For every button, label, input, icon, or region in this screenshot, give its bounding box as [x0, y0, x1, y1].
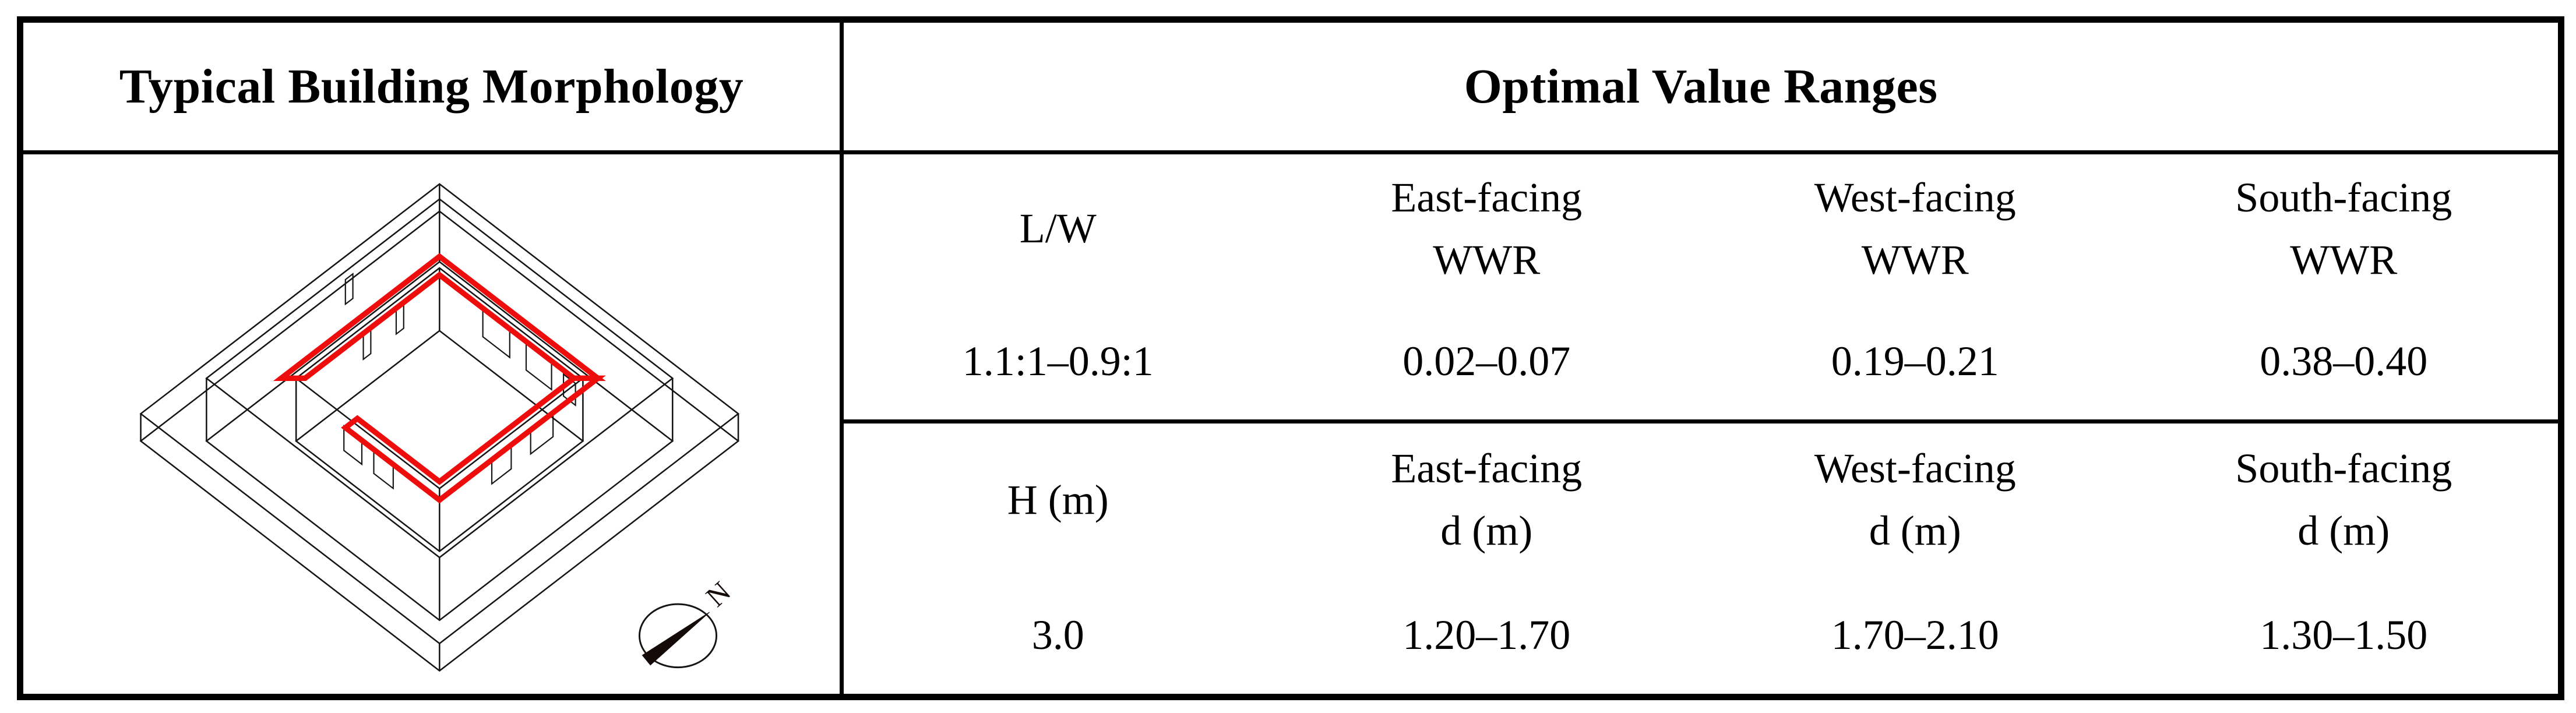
col-header-east-wwr: East-facing WWR — [1391, 174, 1583, 283]
col-header-lw: L/W — [1019, 205, 1097, 252]
left-column-header: Typical Building Morphology — [23, 23, 840, 154]
depth-values-row: 3.0 1.20–1.70 1.70–2.10 1.30–1.50 — [844, 576, 2558, 694]
building-morphology-figure: N — [139, 182, 740, 672]
value-west-depth: 1.70–2.10 — [1831, 611, 1999, 658]
col-header-height: H (m) — [1007, 476, 1109, 523]
north-needle-icon — [642, 612, 710, 665]
optimal-values-column: Optimal Value Ranges L/W East-facing WWR… — [844, 23, 2558, 694]
value-lw-ratio: 1.1:1–0.9:1 — [962, 337, 1154, 384]
right-column-header: Optimal Value Ranges — [844, 23, 2558, 154]
col-header-south-depth: South-facing d (m) — [2235, 445, 2452, 554]
wwr-header-row: L/W East-facing WWR West-facing WWR Sout… — [844, 154, 2558, 303]
value-south-wwr: 0.38–0.40 — [2260, 337, 2428, 384]
morphology-figure-cell: N — [23, 154, 840, 694]
morphology-results-table: Typical Building Morphology N Optimal Va… — [17, 16, 2564, 700]
value-east-wwr: 0.02–0.07 — [1402, 337, 1571, 384]
col-header-south-wwr: South-facing WWR — [2235, 174, 2452, 283]
value-south-depth: 1.30–1.50 — [2260, 611, 2428, 658]
window-outline — [344, 272, 354, 305]
optimal-values-body: L/W East-facing WWR West-facing WWR Sout… — [844, 154, 2558, 694]
value-west-wwr: 0.19–0.21 — [1831, 337, 1999, 384]
col-header-west-wwr: West-facing WWR — [1814, 174, 2016, 283]
shell-roof-edge — [139, 182, 740, 644]
value-east-depth: 1.20–1.70 — [1402, 611, 1571, 658]
wwr-values-row: 1.1:1–0.9:1 0.02–0.07 0.19–0.21 0.38–0.4… — [844, 303, 2558, 423]
left-column-header-label: Typical Building Morphology — [119, 59, 744, 114]
morphology-column: Typical Building Morphology N — [23, 23, 844, 694]
col-header-east-depth: East-facing d (m) — [1391, 445, 1583, 554]
col-header-west-depth: West-facing d (m) — [1814, 445, 2016, 554]
depth-header-row: H (m) East-facing d (m) West-facing d (m… — [844, 423, 2558, 576]
courtyard-rim-highlight — [341, 375, 606, 503]
north-label: N — [700, 575, 736, 613]
value-height: 3.0 — [1031, 611, 1084, 658]
right-column-header-label: Optimal Value Ranges — [1464, 59, 1938, 114]
